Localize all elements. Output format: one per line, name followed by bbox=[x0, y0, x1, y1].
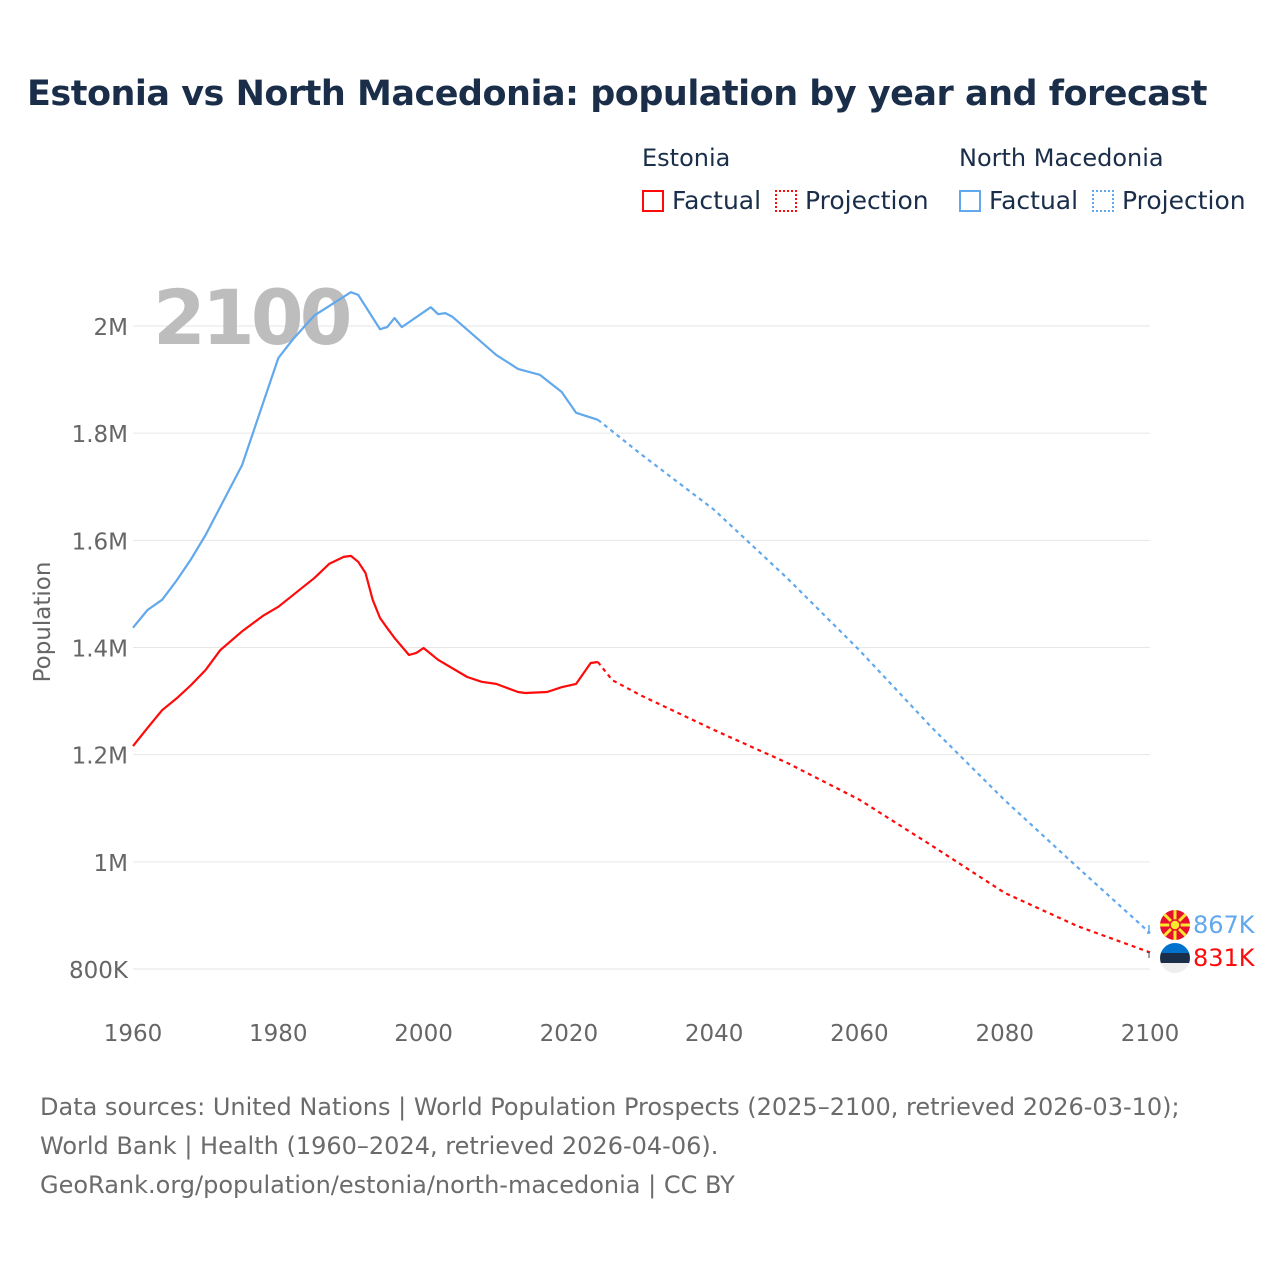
estonia-flag-icon bbox=[1160, 943, 1190, 973]
chart-title: Estonia vs North Macedonia: population b… bbox=[27, 74, 1207, 114]
source-link[interactable]: GeoRank.org/population/estonia/north-mac… bbox=[40, 1171, 735, 1199]
y-axis-label: Population bbox=[30, 562, 56, 683]
x-tick-label: 2060 bbox=[830, 1021, 889, 1047]
data-sources: Data sources: United Nations | World Pop… bbox=[40, 1093, 1180, 1160]
legend-macedonia-projection[interactable]: Projection bbox=[1092, 186, 1246, 215]
legend-swatch-dotted bbox=[775, 189, 797, 212]
line-estonia-factual bbox=[132, 554, 599, 747]
x-tick-label: 2080 bbox=[975, 1021, 1034, 1047]
end-connector bbox=[1147, 925, 1150, 934]
x-tick-label: 2100 bbox=[1121, 1021, 1180, 1047]
legend-group-north-macedonia: North Macedonia bbox=[959, 144, 1164, 172]
end-label-north-macedonia: 867K bbox=[1193, 911, 1256, 939]
x-tick-label: 1960 bbox=[104, 1021, 163, 1047]
line-north-macedonia-factual bbox=[132, 291, 599, 629]
y-tick-label: 2M bbox=[94, 315, 128, 341]
end-connector bbox=[1147, 951, 1150, 958]
legend-swatch-dotted bbox=[1092, 189, 1114, 212]
legend-macedonia-factual[interactable]: Factual bbox=[959, 186, 1078, 215]
line-north-macedonia-projection bbox=[597, 418, 1151, 934]
legend-swatch-solid bbox=[959, 189, 981, 212]
y-tick-label: 1.2M bbox=[72, 744, 128, 770]
footer: Data sources: United Nations | World Pop… bbox=[40, 1088, 1240, 1205]
end-label-estonia: 831K bbox=[1193, 944, 1256, 972]
legend-label: Projection bbox=[1122, 186, 1246, 215]
year-label: 2100 bbox=[153, 273, 350, 362]
flag-stripe bbox=[1160, 943, 1190, 953]
legend-estonia-factual[interactable]: Factual bbox=[642, 186, 761, 215]
y-tick-label: 1M bbox=[94, 851, 128, 877]
flag-sun bbox=[1169, 919, 1181, 931]
line-estonia-projection bbox=[597, 661, 1151, 954]
flag-stripe bbox=[1160, 963, 1190, 973]
y-tick-label: 1.6M bbox=[72, 529, 128, 555]
legend-label: Factual bbox=[989, 186, 1079, 215]
legend-label: Projection bbox=[805, 186, 929, 215]
y-tick-label: 800K bbox=[69, 958, 129, 984]
legend-swatch-solid bbox=[642, 189, 664, 212]
y-tick-label: 1.8M bbox=[72, 422, 128, 448]
legend-label: Factual bbox=[672, 186, 762, 215]
x-tick-label: 2000 bbox=[394, 1021, 453, 1047]
x-tick-label: 1980 bbox=[249, 1021, 308, 1047]
x-tick-label: 2020 bbox=[540, 1021, 599, 1047]
x-tick-label: 2040 bbox=[685, 1021, 744, 1047]
legend-group-estonia: Estonia bbox=[642, 144, 731, 172]
flag-stripe bbox=[1160, 953, 1190, 963]
y-tick-label: 1.4M bbox=[72, 637, 128, 663]
legend-estonia-projection[interactable]: Projection bbox=[775, 186, 929, 215]
